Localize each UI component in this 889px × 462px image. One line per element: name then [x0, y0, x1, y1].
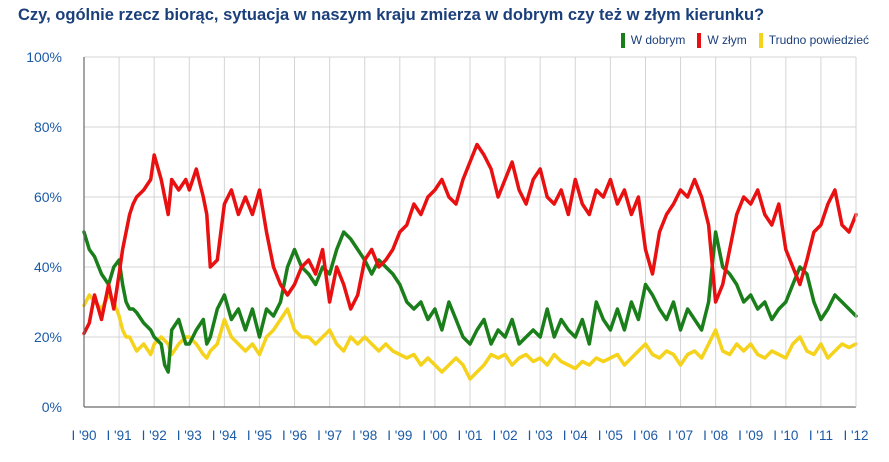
- x-tick-label: I '92: [142, 428, 167, 443]
- x-tick-label: I '90: [71, 428, 96, 443]
- y-tick-label: 100%: [26, 49, 62, 65]
- x-tick-label: I '07: [668, 428, 693, 443]
- axes: 0% 20% 40% 60% 80% 100% I '90 I '91 I '92 I '93 I …: [26, 49, 868, 443]
- legend-label-w-dobrym: W dobrym: [630, 33, 686, 47]
- legend-swatch-w-zlym: [697, 32, 702, 48]
- y-tick-label: 80%: [34, 119, 62, 135]
- y-tick-label: 40%: [34, 259, 62, 275]
- legend-item-trudno-powiedziec: Trudno powiedzieć: [758, 32, 869, 48]
- y-tick-label: 20%: [34, 329, 62, 345]
- x-tick-label: I '04: [563, 428, 589, 443]
- x-tick-label: I '95: [247, 428, 272, 443]
- legend-swatch-w-dobrym: [620, 32, 625, 48]
- legend-label-w-zlym: W złym: [707, 33, 747, 47]
- x-tick-label: I '01: [457, 428, 482, 443]
- x-tick-label: I '02: [493, 428, 518, 443]
- x-tick-label: I '10: [773, 428, 798, 443]
- x-tick-label: I '11: [809, 428, 833, 443]
- x-tick-label: I '05: [598, 428, 623, 443]
- x-tick-label: I '93: [177, 428, 202, 443]
- series-line-w-zlym: [82, 142, 858, 336]
- y-tick-label: 0%: [42, 399, 62, 415]
- x-tick-label: I '12: [843, 428, 868, 443]
- x-tick-label: I '91: [107, 428, 132, 443]
- x-tick-label: I '98: [352, 428, 377, 443]
- x-tick-label: I '03: [528, 428, 553, 443]
- x-tick-label: I '08: [703, 428, 728, 443]
- legend-item-w-dobrym: W dobrym: [620, 32, 686, 48]
- x-tick-label: I '94: [212, 428, 238, 443]
- x-tick-label: I '96: [282, 428, 307, 443]
- series-lines: [82, 142, 858, 381]
- legend-item-w-zlym: W złym: [697, 32, 747, 48]
- x-tick-label: I '06: [633, 428, 658, 443]
- chart-title: Czy, ogólnie rzecz biorąc, sytuacja w na…: [18, 6, 765, 24]
- x-tick-label: I '97: [317, 428, 342, 443]
- x-tick-label: I '00: [422, 428, 447, 443]
- series-line-trudno-powiedziec: [82, 293, 858, 381]
- chart-legend: W dobrym W złym Trudno powiedzieć: [609, 32, 869, 48]
- series-line-w-dobrym: [82, 230, 858, 374]
- x-tick-label: I '09: [738, 428, 763, 443]
- grid: [84, 56, 857, 408]
- y-tick-label: 60%: [34, 189, 62, 205]
- legend-label-trudno-powiedziec: Trudno powiedzieć: [768, 33, 869, 47]
- legend-swatch-trudno-powiedziec: [758, 32, 763, 48]
- x-tick-label: I '99: [387, 428, 412, 443]
